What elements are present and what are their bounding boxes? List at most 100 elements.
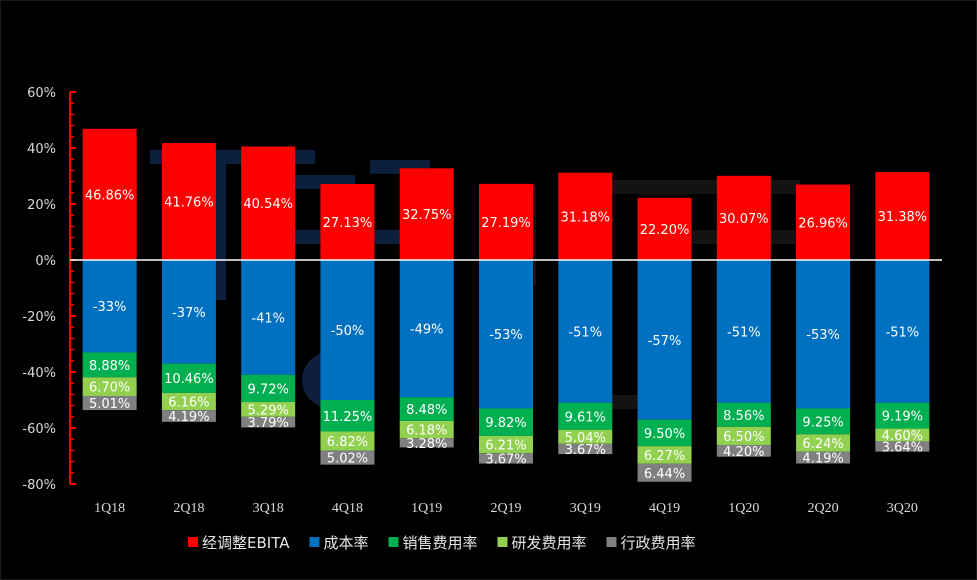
- data-label: 6.44%: [644, 467, 685, 482]
- data-label: 3.28%: [406, 437, 447, 452]
- data-label: 4.19%: [802, 452, 843, 467]
- data-label: 3.67%: [565, 443, 606, 458]
- data-label: 3.64%: [882, 441, 923, 456]
- data-label: 27.13%: [323, 216, 373, 231]
- data-label: 26.96%: [798, 216, 848, 231]
- bar-segment: [875, 402, 930, 429]
- data-label: 22.20%: [640, 223, 690, 238]
- bar-segment: [320, 450, 375, 465]
- bar-segment: [479, 435, 533, 454]
- bar-segment: [241, 260, 296, 375]
- data-label: 30.07%: [719, 212, 769, 227]
- bar-segment: [716, 402, 771, 427]
- bar-segment: [161, 363, 216, 393]
- bar-segment: [875, 260, 930, 403]
- legend-swatch: [309, 537, 320, 547]
- bar-segment: [875, 428, 930, 442]
- bar-segment: [82, 352, 137, 378]
- data-label: -51%: [727, 325, 761, 340]
- bar-segment: [320, 400, 375, 432]
- x-category-label: 1Q19: [411, 501, 442, 516]
- bar-segment: [796, 260, 851, 409]
- bar-segment: [716, 426, 771, 445]
- data-label: 27.19%: [481, 216, 531, 231]
- x-category-label: 2Q20: [808, 501, 839, 516]
- bar-segment: [320, 260, 375, 400]
- y-tick-label: 20%: [27, 198, 56, 213]
- data-label: 6.16%: [168, 396, 209, 411]
- data-label: -33%: [93, 300, 127, 315]
- bar-segment: [875, 172, 930, 260]
- bar-segment: [241, 146, 296, 260]
- bar-segment: [479, 260, 533, 409]
- legend: 经调整EBITA 成本率 销售费用率 研发费用率 行政费用率: [188, 534, 696, 552]
- bar-segment: [399, 420, 454, 439]
- data-label: 40.54%: [243, 197, 293, 212]
- bar-segment: [558, 402, 613, 430]
- data-label: -57%: [648, 334, 682, 349]
- bar-segment: [82, 377, 137, 397]
- data-label: 6.82%: [327, 435, 368, 450]
- x-category-label: 1Q20: [728, 501, 759, 516]
- data-label: 4.20%: [723, 445, 764, 460]
- data-label: -50%: [331, 324, 365, 339]
- data-label: -51%: [886, 325, 920, 340]
- data-label: 11.25%: [323, 410, 373, 425]
- bar-segment: [82, 260, 137, 353]
- bar-segment: [399, 168, 454, 260]
- data-label: 9.72%: [248, 382, 289, 397]
- bar-segment: [637, 463, 692, 482]
- data-label: 9.19%: [882, 410, 923, 425]
- data-label: 9.50%: [644, 427, 685, 442]
- y-tick-label: 60%: [27, 86, 56, 101]
- data-label: -37%: [172, 306, 206, 321]
- data-label: 3.79%: [248, 416, 289, 431]
- bar-segment: [716, 175, 771, 260]
- y-tick-label: -40%: [22, 366, 56, 381]
- data-label: 3.67%: [485, 452, 526, 467]
- bar-segment: [558, 172, 613, 260]
- y-tick-label: -20%: [22, 310, 56, 325]
- bar-segment: [637, 260, 692, 420]
- data-label: 9.82%: [485, 416, 526, 431]
- bar-segment: [558, 429, 613, 444]
- data-label: 6.70%: [89, 381, 130, 396]
- data-label: 5.02%: [327, 452, 368, 467]
- bar-segment: [875, 441, 930, 452]
- y-tick-label: 40%: [27, 142, 56, 157]
- bar-segment: [161, 392, 216, 411]
- bar-segment: [716, 260, 771, 403]
- data-labels: 46.86% -33% 8.88% 6.70%5.01% 41.76% -37% 10.46…: [85, 188, 927, 481]
- bar-segment: [241, 374, 296, 403]
- bar-segment: [399, 438, 454, 448]
- data-label: -49%: [410, 323, 444, 338]
- bar-segment: [82, 128, 137, 260]
- data-label: 41.76%: [164, 196, 214, 211]
- legend-label: 销售费用率: [402, 534, 477, 552]
- data-label: 8.48%: [406, 403, 447, 418]
- x-category-label: 1Q18: [94, 501, 125, 516]
- x-category-label: 2Q19: [490, 501, 521, 516]
- x-axis-categories: 1Q18 2Q18 3Q18 4Q18 1Q19 2Q19 3Q19 4Q19 1Q20 2Q20…: [94, 501, 918, 516]
- data-label: 6.21%: [485, 439, 526, 454]
- legend-label: 经调整EBITA: [202, 534, 290, 552]
- data-label: 8.56%: [723, 409, 764, 424]
- legend-label: 行政费用率: [621, 534, 696, 552]
- bar-segment: [796, 451, 851, 464]
- bars: [82, 128, 930, 482]
- data-label: 6.18%: [406, 424, 447, 439]
- data-label: 5.04%: [565, 431, 606, 446]
- x-category-label: 4Q19: [649, 501, 680, 516]
- data-label: 9.25%: [802, 415, 843, 430]
- x-category-label: 4Q18: [332, 501, 363, 516]
- bar-segment: [716, 444, 771, 457]
- bar-segment: [637, 419, 692, 447]
- data-label: 8.88%: [89, 359, 130, 374]
- bar-segment: [796, 408, 851, 435]
- bar-segment: [241, 416, 296, 428]
- bar-segment: [320, 184, 375, 260]
- data-label: 6.50%: [723, 430, 764, 445]
- bar-segment: [161, 143, 216, 260]
- legend-swatch: [606, 537, 617, 547]
